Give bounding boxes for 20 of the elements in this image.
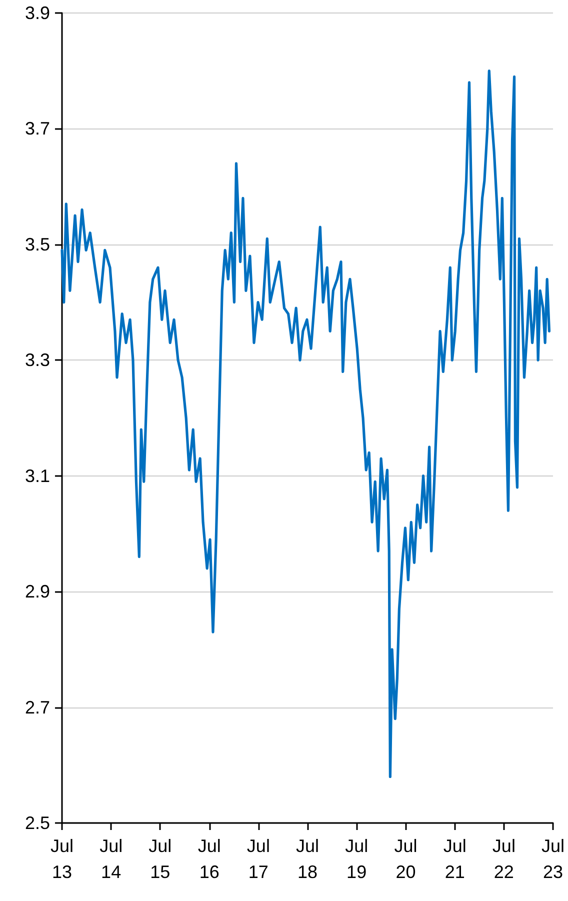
x-tick-label: Jul 17 (246, 836, 270, 882)
x-tick-label: Jul 18 (296, 836, 320, 882)
x-tick-label: Jul 13 (50, 836, 74, 882)
y-tick-label: 3.9 (24, 3, 50, 23)
y-tick-label: 3.1 (24, 466, 50, 486)
x-tick-label: Jul 15 (148, 836, 172, 882)
y-tick-label: 2.7 (24, 697, 50, 718)
x-tick-label: Jul 20 (394, 836, 418, 882)
x-tick-label: Jul 16 (198, 836, 221, 882)
x-tick-label: Jul 19 (345, 836, 368, 882)
y-tick-label: 3.5 (24, 234, 50, 254)
y-tick-label: 2.5 (24, 813, 50, 833)
x-tick-label: Jul 14 (100, 836, 123, 882)
line-series (60, 70, 551, 778)
y-tick-label: 3.7 (24, 118, 50, 139)
y-tick-label: 2.9 (24, 582, 50, 602)
x-tick-label: Jul 21 (443, 836, 466, 882)
y-tick-label: 3.3 (24, 350, 50, 370)
x-tick-label: Jul 22 (492, 836, 516, 882)
x-tick-label: Jul 23 (541, 836, 565, 882)
